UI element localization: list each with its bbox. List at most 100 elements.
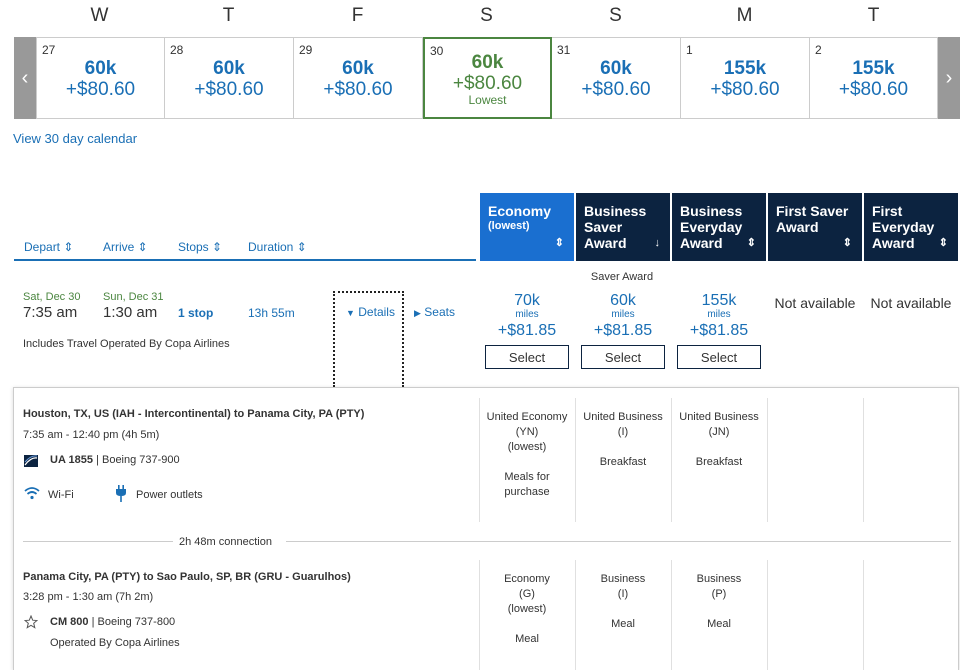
segment-2-flight: CM 800 | Boeing 737-800 xyxy=(50,616,175,628)
flight-number: CM 800 xyxy=(50,616,89,628)
caret-down-icon: ▼ xyxy=(346,308,355,318)
sort-arrows-icon: ⇕ xyxy=(554,237,564,249)
day-letter-tue: T xyxy=(867,5,880,26)
calendar-miles: 155k xyxy=(723,58,767,79)
select-business-saver-button[interactable]: Select xyxy=(581,345,665,369)
select-economy-button[interactable]: Select xyxy=(485,345,569,369)
power-outlet-icon xyxy=(115,485,127,502)
segment-2-cabin-business-saver: Business (I) Meal xyxy=(577,572,669,632)
fare-header-first-saver[interactable]: First Saver Award ⇕ xyxy=(768,193,862,261)
fare-header-first-everyday[interactable]: First Everyday Award ⇕ xyxy=(864,193,958,261)
cabin-code: (I) xyxy=(617,426,629,438)
calendar-date: 27 xyxy=(42,43,56,57)
first-everyday-not-available: Not available xyxy=(870,295,952,311)
details-focus-outline xyxy=(333,291,404,387)
arrive-date: Sun, Dec 31 xyxy=(103,291,164,303)
column-divider xyxy=(479,560,480,670)
fare-economy: 70k miles +$81.85 Select xyxy=(481,292,573,369)
column-divider xyxy=(767,560,768,670)
fare-header-business-saver[interactable]: Business Saver Award ↓ xyxy=(576,193,670,261)
segment-1-cabin-business-saver: United Business (I) Breakfast xyxy=(577,410,669,470)
calendar-day-28[interactable]: 28 60k +$80.60 xyxy=(165,37,294,119)
segment-2-operated-by: Operated By Copa Airlines xyxy=(50,637,180,649)
flight-details-panel xyxy=(13,387,959,670)
calendar-day-2[interactable]: 2 155k +$80.60 xyxy=(810,37,938,119)
united-logo-icon xyxy=(24,454,38,467)
aircraft: | Boeing 737-800 xyxy=(88,616,176,628)
cabin-name: Business xyxy=(696,573,742,585)
calendar-day-30-selected[interactable]: 30 60k +$80.60 Lowest xyxy=(423,37,552,119)
select-business-everyday-button[interactable]: Select xyxy=(677,345,761,369)
segment-1-cabin-business-everyday: United Business (JN) Breakfast xyxy=(673,410,765,470)
column-divider xyxy=(767,398,768,522)
column-divider xyxy=(575,560,576,670)
depart-date: Sat, Dec 30 xyxy=(23,291,81,303)
view-30-day-calendar-link[interactable]: View 30 day calendar xyxy=(13,131,138,146)
fare-header-sub: (lowest) xyxy=(488,220,530,232)
cabin-name: United Economy xyxy=(486,411,568,423)
segment-2-cabin-economy: Economy (G) (lowest) Meal xyxy=(481,572,573,647)
segment-2-route: Panama City, PA (PTY) to Sao Paulo, SP, … xyxy=(23,571,351,583)
column-divider xyxy=(479,398,480,522)
cabin-note: (lowest) xyxy=(507,441,547,453)
flight-duration: 13h 55m xyxy=(248,306,295,320)
calendar-day-1[interactable]: 1 155k +$80.60 xyxy=(681,37,810,119)
cabin-meal: Breakfast xyxy=(695,456,743,468)
fare-price: +$81.85 xyxy=(593,322,653,339)
connection-line xyxy=(23,541,173,542)
calendar-date: 2 xyxy=(815,43,822,57)
calendar-miles: 60k xyxy=(600,58,632,79)
wifi-label: Wi-Fi xyxy=(48,489,74,501)
first-saver-not-available: Not available xyxy=(774,295,856,311)
calendar-miles: 155k xyxy=(852,58,895,79)
fare-business-saver: 60k miles +$81.85 Select xyxy=(577,292,669,369)
fare-miles-label: miles xyxy=(707,309,731,320)
calendar-date: 29 xyxy=(299,43,313,57)
seats-link[interactable]: ▶ Seats xyxy=(414,305,455,319)
calendar-price: +$80.60 xyxy=(452,73,523,94)
cabin-meal: Meal xyxy=(611,618,635,630)
cabin-meal: Breakfast xyxy=(599,456,647,468)
fare-header-title: First Saver Award xyxy=(776,203,849,235)
calendar-miles: 60k xyxy=(471,52,504,73)
column-divider xyxy=(671,398,672,522)
fare-miles: 70k xyxy=(514,292,540,309)
operated-by-note: Includes Travel Operated By Copa Airline… xyxy=(23,338,230,350)
stops-link[interactable]: 1 stop xyxy=(178,306,214,320)
arrive-time: 1:30 am xyxy=(103,304,158,321)
calendar-miles: 60k xyxy=(84,58,117,79)
sort-arrows-icon: ⇕ xyxy=(842,237,852,249)
calendar-day-29[interactable]: 29 60k +$80.60 xyxy=(294,37,423,119)
sort-depart[interactable]: Depart ⇕ xyxy=(24,240,74,254)
day-letter-thu: T xyxy=(222,5,235,26)
fare-header-business-everyday[interactable]: Business Everyday Award ⇕ xyxy=(672,193,766,261)
calendar-date: 28 xyxy=(170,43,184,57)
wifi-icon xyxy=(24,486,40,500)
day-letter-fri: F xyxy=(351,5,364,26)
calendar-prev-button[interactable]: ‹ xyxy=(14,37,36,119)
cabin-meal: Meal xyxy=(707,618,731,630)
cabin-meal: Meal xyxy=(515,633,539,645)
cabin-meal: Meals for purchase xyxy=(504,471,550,498)
fare-header-economy[interactable]: Economy (lowest) ⇕ xyxy=(480,193,574,261)
day-letter-mon: M xyxy=(736,5,753,26)
calendar-price: +$80.60 xyxy=(581,79,651,100)
calendar-day-31[interactable]: 31 60k +$80.60 xyxy=(552,37,681,119)
sort-down-icon: ↓ xyxy=(654,237,661,249)
calendar-next-button[interactable]: › xyxy=(938,37,960,119)
details-toggle[interactable]: ▼ Details xyxy=(346,305,395,319)
lowest-badge: Lowest xyxy=(468,93,507,107)
calendar-day-27[interactable]: 27 60k +$80.60 xyxy=(36,37,165,119)
segment-1-times: 7:35 am - 12:40 pm (4h 5m) xyxy=(23,429,160,441)
fare-calendar: ‹ 27 60k +$80.60 28 60k +$80.60 29 60k +… xyxy=(14,37,960,119)
segment-1-cabin-economy: United Economy (YN) (lowest) Meals for p… xyxy=(481,410,573,500)
fare-miles: 155k xyxy=(701,292,737,309)
details-label: Details xyxy=(358,305,395,319)
sort-arrows-icon: ⇕ xyxy=(938,237,948,249)
calendar-price: +$80.60 xyxy=(838,79,909,100)
sort-stops[interactable]: Stops ⇕ xyxy=(178,240,223,254)
sort-arrive[interactable]: Arrive ⇕ xyxy=(103,240,148,254)
sort-duration[interactable]: Duration ⇕ xyxy=(248,240,307,254)
depart-time: 7:35 am xyxy=(23,304,78,321)
calendar-date: 30 xyxy=(430,44,444,58)
